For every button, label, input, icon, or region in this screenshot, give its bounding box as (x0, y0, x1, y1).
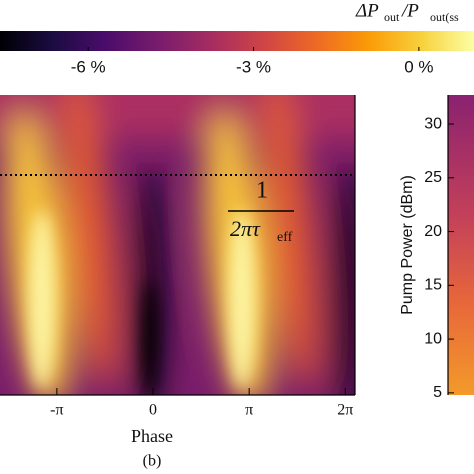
title-part: /P (401, 0, 419, 21)
x-tick-label: 0 (149, 402, 157, 419)
y-tick-label: 25 (424, 169, 442, 186)
x-tick-label: π (245, 402, 253, 419)
y-tick-label: 20 (424, 223, 442, 240)
y-tick-label: 5 (433, 384, 442, 401)
colorbar (0, 31, 474, 51)
annotation-subscript: eff (277, 230, 293, 245)
x-tick-label: -π (50, 402, 63, 419)
panel-label: (b) (143, 453, 162, 470)
title-part: out(ss (430, 10, 459, 24)
heatmap-right (448, 95, 474, 395)
title-part: out (384, 10, 400, 24)
y-tick-label: 30 (424, 115, 442, 132)
colorbar-title: ΔP out /P out(ss (355, 0, 459, 23)
y-tick-label: 15 (424, 277, 442, 294)
annotation-numerator: 1 (256, 178, 268, 204)
heatmap-left (0, 95, 355, 395)
y-axis-label: Pump Power (dBm) (399, 175, 416, 315)
x-tick-label: 2π (337, 402, 353, 419)
annotation-denominator: 2πτ (230, 216, 261, 241)
colorbar-tick-label: -3 % (236, 57, 271, 76)
x-axis-label: Phase (131, 426, 173, 446)
colorbar-tick-label: 0 % (404, 57, 433, 76)
colorbar-tick-label: -6 % (71, 57, 106, 76)
title-part: ΔP (355, 0, 379, 21)
y-tick-label: 10 (424, 330, 442, 347)
